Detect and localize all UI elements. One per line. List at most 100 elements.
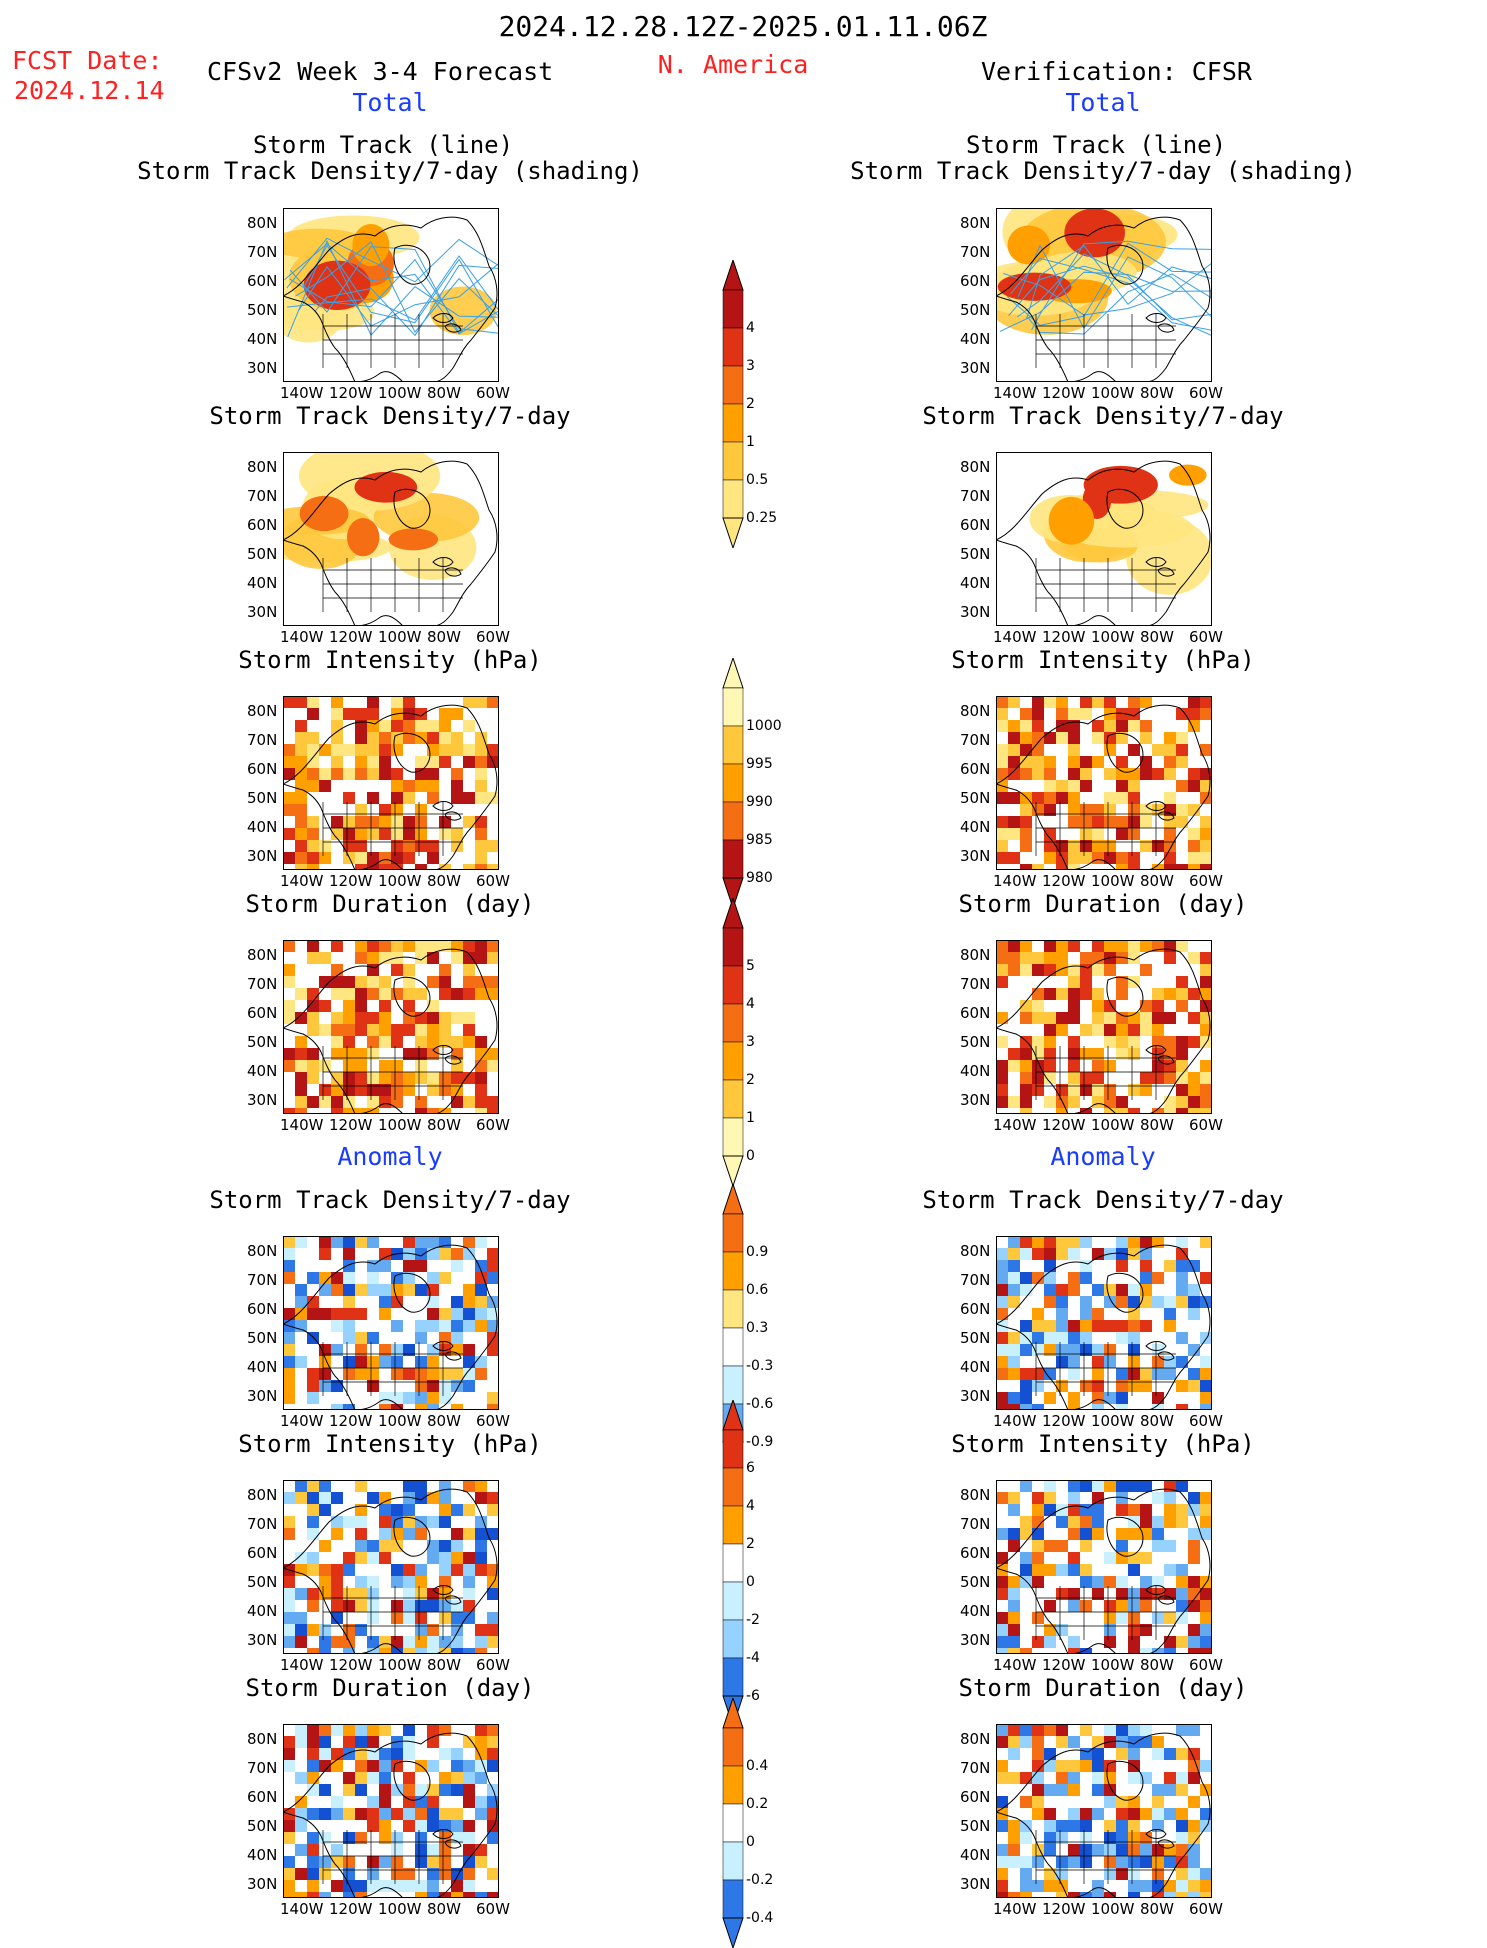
shade-cell <box>1056 1868 1068 1880</box>
shade-cell <box>487 1724 499 1736</box>
shade-cell <box>283 1516 295 1528</box>
shade-cell <box>463 1356 475 1368</box>
lat-tick-label: 50N <box>960 789 991 807</box>
shade-cell <box>307 1048 319 1060</box>
shade-cell <box>1176 1296 1188 1308</box>
lat-tick-label: 80N <box>247 1242 278 1260</box>
shade-cell <box>283 1492 295 1504</box>
lat-tick-label: 60N <box>247 1788 278 1806</box>
shade-cell <box>475 780 487 792</box>
shade-cell <box>391 1528 403 1540</box>
shade-cell <box>1008 720 1020 732</box>
shading-duration-anom-left <box>283 1724 499 1898</box>
shade-cell <box>343 816 355 828</box>
shade-cell <box>343 1024 355 1036</box>
state-borders <box>322 1046 463 1100</box>
shade-cell <box>439 1024 451 1036</box>
shade-cell <box>1080 1856 1092 1868</box>
shade-cell <box>1092 1528 1104 1540</box>
shade-cell <box>1116 708 1128 720</box>
shade-cell <box>1044 1368 1056 1380</box>
shade-cell <box>996 1392 1008 1404</box>
shade-cell <box>1116 1380 1128 1392</box>
shade-cell <box>415 1832 427 1844</box>
shade-cell <box>1044 1844 1056 1856</box>
shade-cell <box>295 1564 307 1576</box>
shade-cell <box>487 840 499 852</box>
shade-cell <box>379 1880 391 1892</box>
shade-cell <box>996 1576 1008 1588</box>
shade-cell <box>1104 816 1116 828</box>
lat-tick-label: 80N <box>247 946 278 964</box>
shade-blob <box>997 272 1072 301</box>
shade-cell <box>1188 840 1200 852</box>
shade-cell <box>331 1272 343 1284</box>
shade-cell <box>439 1540 451 1552</box>
shade-cell <box>343 1808 355 1820</box>
shade-cell <box>1176 1772 1188 1784</box>
colorbar-intensity-total <box>722 658 744 908</box>
shade-cell <box>463 1760 475 1772</box>
shade-cell <box>1116 1832 1128 1844</box>
shade-cell <box>451 1332 463 1344</box>
shade-cell <box>307 1096 319 1108</box>
shade-cell <box>1020 940 1032 952</box>
shade-cell <box>415 864 427 870</box>
shade-cell <box>1056 1624 1068 1636</box>
shade-cell <box>1032 1576 1044 1588</box>
colorbar-label: 3 <box>746 358 755 374</box>
lon-tick-label: 100W <box>1091 1656 1135 1674</box>
shade-cell <box>355 1892 367 1898</box>
shade-cell <box>391 1748 403 1760</box>
shade-cell <box>1092 804 1104 816</box>
shade-cell <box>451 1748 463 1760</box>
colorbar-segment <box>722 1213 744 1253</box>
shade-cell <box>1116 1320 1128 1332</box>
shade-cell <box>439 1492 451 1504</box>
shade-cell <box>331 1880 343 1892</box>
shade-cell <box>1188 768 1200 780</box>
shade-cell <box>1020 708 1032 720</box>
shade-cell <box>463 1880 475 1892</box>
shade-cell <box>343 1248 355 1260</box>
shade-cell <box>439 1552 451 1564</box>
colorbar-segment <box>722 1467 744 1507</box>
shade-cell <box>355 1048 367 1060</box>
shade-cell <box>1068 1856 1080 1868</box>
colorbar-arrow-bottom <box>722 517 744 548</box>
shade-cell <box>463 1796 475 1808</box>
shade-cell <box>1104 1784 1116 1796</box>
shade-cell <box>355 1760 367 1772</box>
lon-tick-label: 100W <box>378 1900 422 1918</box>
shade-cell <box>1176 1748 1188 1760</box>
shade-cell <box>1140 1808 1152 1820</box>
shade-cell <box>367 1380 379 1392</box>
shade-cell <box>415 720 427 732</box>
shade-cell <box>996 1272 1008 1284</box>
shade-cell <box>1068 1588 1080 1600</box>
shade-cell <box>996 1036 1008 1048</box>
lat-tick-label: 80N <box>960 1242 991 1260</box>
shade-cell <box>487 1820 499 1832</box>
shade-cell <box>996 1796 1008 1808</box>
shade-cell <box>1128 1344 1140 1356</box>
map-svg-duration-right <box>996 940 1212 1114</box>
shade-cell <box>391 744 403 756</box>
shade-cell <box>1080 840 1092 852</box>
shade-cell <box>379 864 391 870</box>
shade-cell <box>996 1856 1008 1868</box>
lat-tick-label: 30N <box>960 1091 991 1109</box>
state-borders <box>322 802 463 856</box>
colorbar-segment <box>722 1581 744 1621</box>
shade-cell <box>1200 1820 1212 1832</box>
shade-cell <box>1056 792 1068 804</box>
shade-cell <box>1092 852 1104 864</box>
shade-cell <box>475 1308 487 1320</box>
shade-cell <box>295 816 307 828</box>
lon-tick-label: 60W <box>476 1900 510 1918</box>
shade-cell <box>1140 1516 1152 1528</box>
lon-tick-label: 120W <box>1042 384 1086 402</box>
shade-cell <box>451 1320 463 1332</box>
shade-cell <box>379 732 391 744</box>
shade-cell <box>295 1808 307 1820</box>
